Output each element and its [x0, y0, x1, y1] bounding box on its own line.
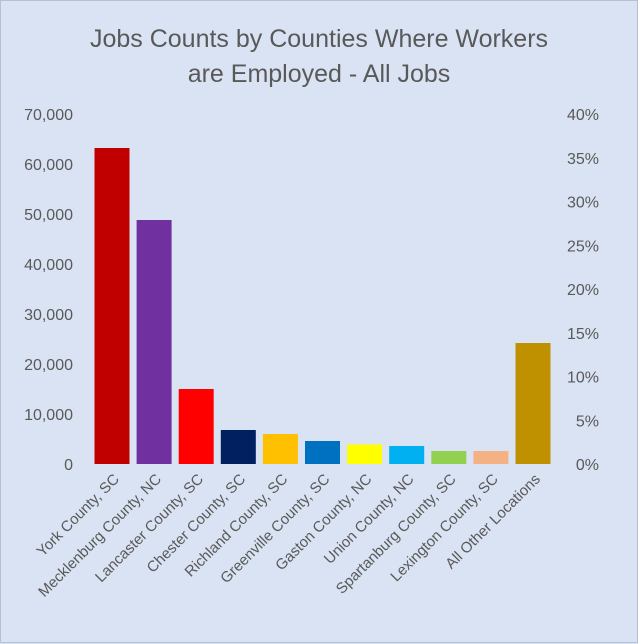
y-tick-label: 0	[64, 457, 73, 474]
bar	[262, 434, 298, 464]
bar	[389, 446, 425, 464]
y-tick-label: 30,000	[24, 307, 73, 324]
primary-y-axis: 0 10,000 20,000 30,000 40,000 50,000 60,000 70,…	[24, 107, 73, 474]
bar	[94, 148, 130, 464]
y2-tick-label: 0%	[576, 457, 599, 474]
bar	[305, 441, 340, 464]
chart-title-line-2: are Employed - All Jobs	[188, 60, 451, 88]
chart-title-line-1: Jobs Counts by Counties Where Workers	[90, 25, 548, 53]
y2-tick-label: 30%	[567, 195, 599, 212]
bar-series	[94, 148, 551, 464]
secondary-y-axis: 0% 5% 10% 15% 20% 25% 30% 35% 40%	[567, 107, 599, 474]
y2-tick-label: 20%	[567, 282, 599, 299]
bar	[220, 430, 256, 464]
y2-tick-label: 40%	[567, 107, 599, 124]
bar	[473, 451, 509, 464]
bar	[347, 444, 383, 464]
y2-tick-label: 15%	[567, 326, 599, 343]
y-tick-label: 20,000	[24, 357, 73, 374]
y-tick-label: 40,000	[24, 257, 73, 274]
y2-tick-label: 25%	[567, 238, 599, 255]
bar	[515, 343, 551, 464]
y-tick-label: 50,000	[24, 207, 73, 224]
bar	[136, 220, 172, 464]
y-tick-label: 60,000	[24, 157, 73, 174]
bar	[431, 451, 467, 464]
y-tick-label: 70,000	[24, 107, 73, 124]
y-tick-label: 10,000	[24, 407, 73, 424]
y2-tick-label: 5%	[576, 413, 599, 430]
y2-tick-label: 10%	[567, 370, 599, 387]
y2-tick-label: 35%	[567, 151, 599, 168]
bar	[178, 389, 214, 464]
